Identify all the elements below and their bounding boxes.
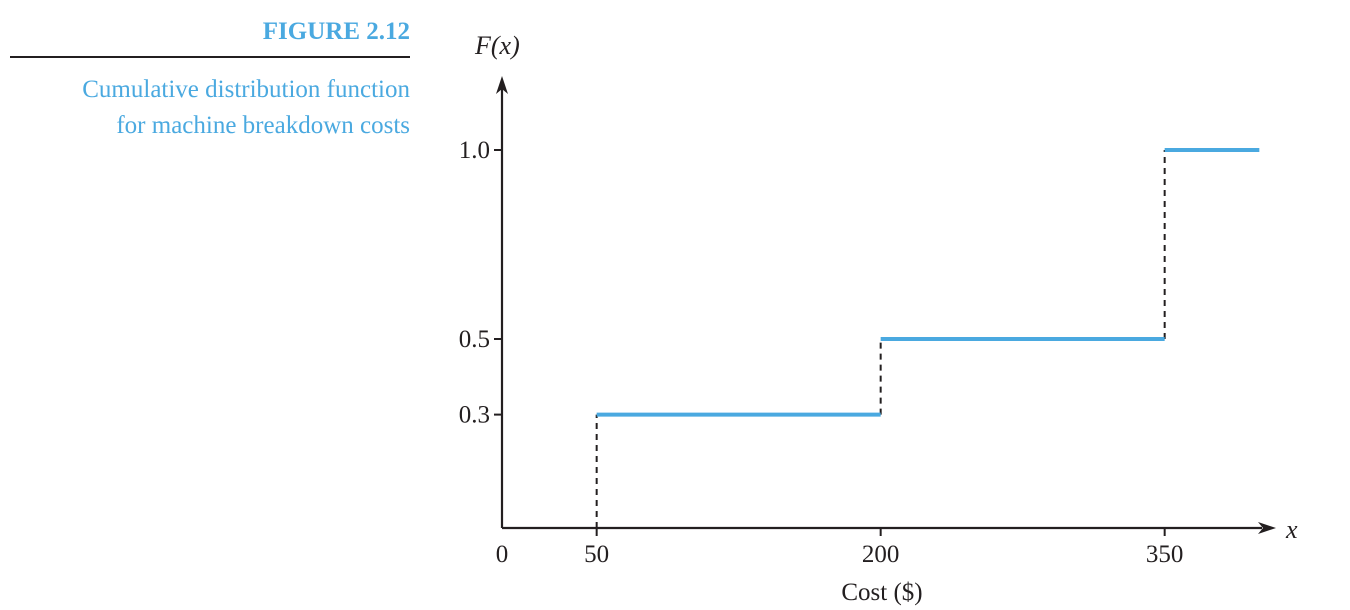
x-tick-label: 350 — [1146, 541, 1184, 568]
labels-layer: F(x) x Cost ($) 0 50 200 350 0.3 0.5 1.0 — [459, 31, 1298, 606]
x-tick-label: 50 — [584, 541, 609, 568]
x-axis-arrow — [1258, 522, 1276, 534]
y-axis-label: F(x) — [474, 31, 520, 60]
figure-label: FIGURE 2.12 — [10, 18, 410, 58]
y-tick-label: 0.3 — [459, 402, 490, 429]
x-axis-variable: x — [1285, 515, 1298, 544]
steps-layer — [596, 148, 1260, 417]
figure-caption: FIGURE 2.12 Cumulative distribution func… — [10, 18, 410, 144]
jumps-layer — [595, 150, 1166, 528]
axes-layer — [494, 76, 1276, 536]
y-tick-label: 1.0 — [459, 137, 490, 164]
origin-label: 0 — [496, 541, 509, 568]
figure-description: Cumulative distribution function for mac… — [10, 72, 410, 144]
x-tick-label: 200 — [862, 541, 900, 568]
caption-line-1: Cumulative distribution function — [82, 76, 410, 103]
y-tick-label: 0.5 — [459, 326, 490, 353]
caption-line-2: for machine breakdown costs — [116, 112, 410, 139]
y-axis-arrow — [496, 76, 508, 94]
x-axis-title: Cost ($) — [841, 579, 922, 606]
